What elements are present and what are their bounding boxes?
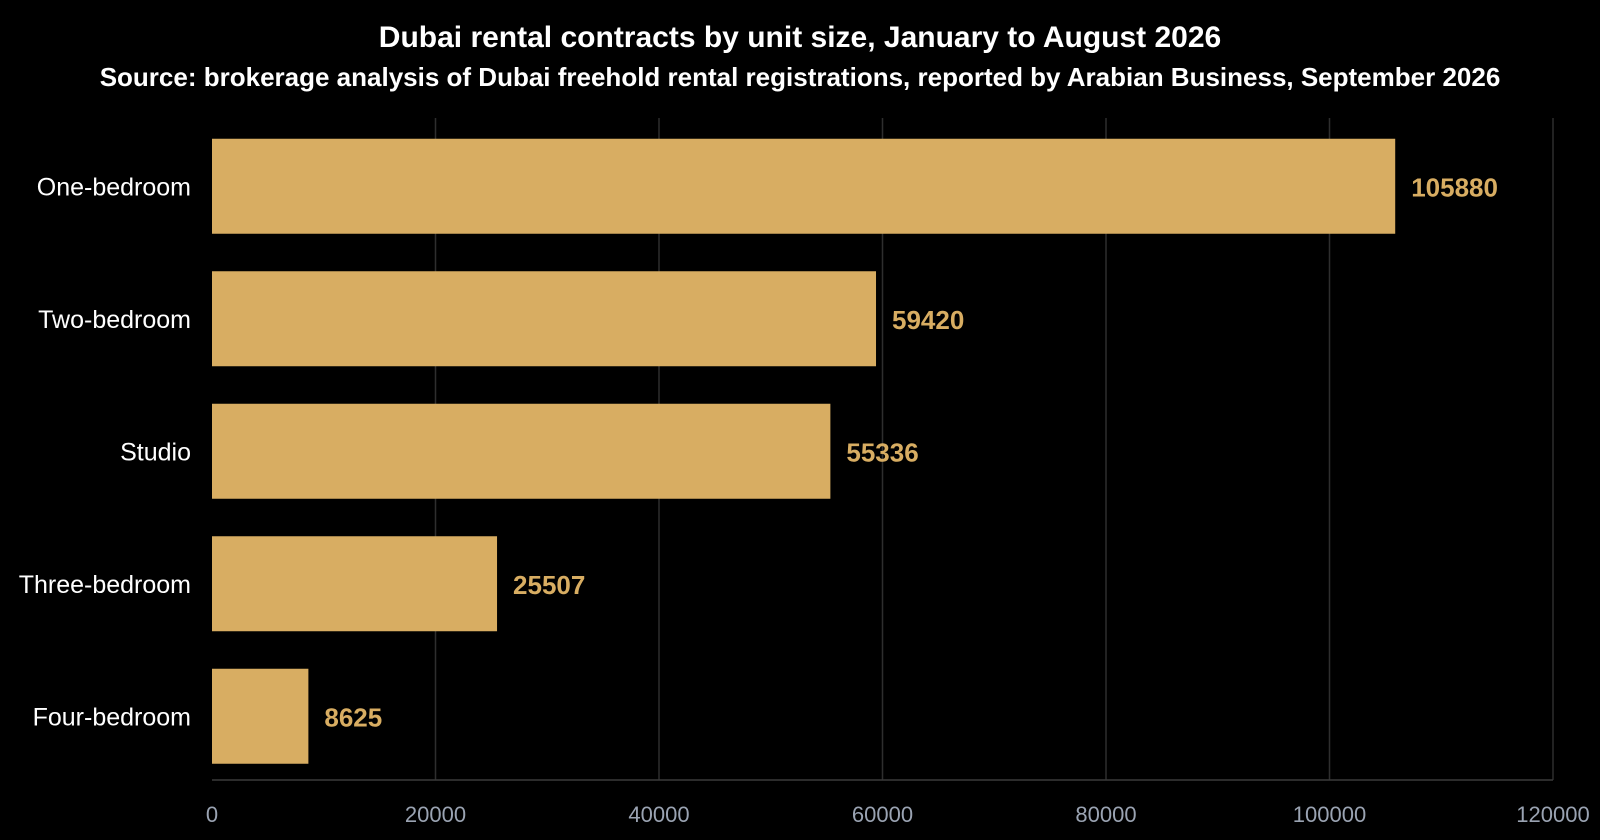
bar [212,403,831,499]
value-label: 59420 [892,305,964,335]
x-tick-label: 0 [206,802,218,827]
chart-titles: Dubai rental contracts by unit size, Jan… [0,18,1600,96]
x-tick-label: 120000 [1516,802,1589,827]
value-label: 8625 [324,702,382,732]
bar [212,536,498,632]
bar [212,138,1396,234]
x-tick-label: 40000 [628,802,689,827]
value-label: 105880 [1411,172,1498,202]
chart-title: Dubai rental contracts by unit size, Jan… [378,21,1222,54]
category-label: One-bedroom [37,173,191,201]
bar [212,271,877,367]
category-label: Two-bedroom [38,306,191,334]
category-label: Four-bedroom [33,703,191,731]
bar [212,668,309,764]
category-label: Three-bedroom [19,571,191,599]
value-label: 55336 [846,437,918,467]
x-tick-label: 20000 [405,802,466,827]
x-tick-label: 80000 [1075,802,1136,827]
chart-subtitle: Source: brokerage analysis of Dubai free… [99,62,1501,92]
x-tick-label: 100000 [1293,802,1366,827]
value-label: 25507 [513,570,585,600]
category-label: Studio [120,438,191,466]
x-tick-label: 60000 [852,802,913,827]
